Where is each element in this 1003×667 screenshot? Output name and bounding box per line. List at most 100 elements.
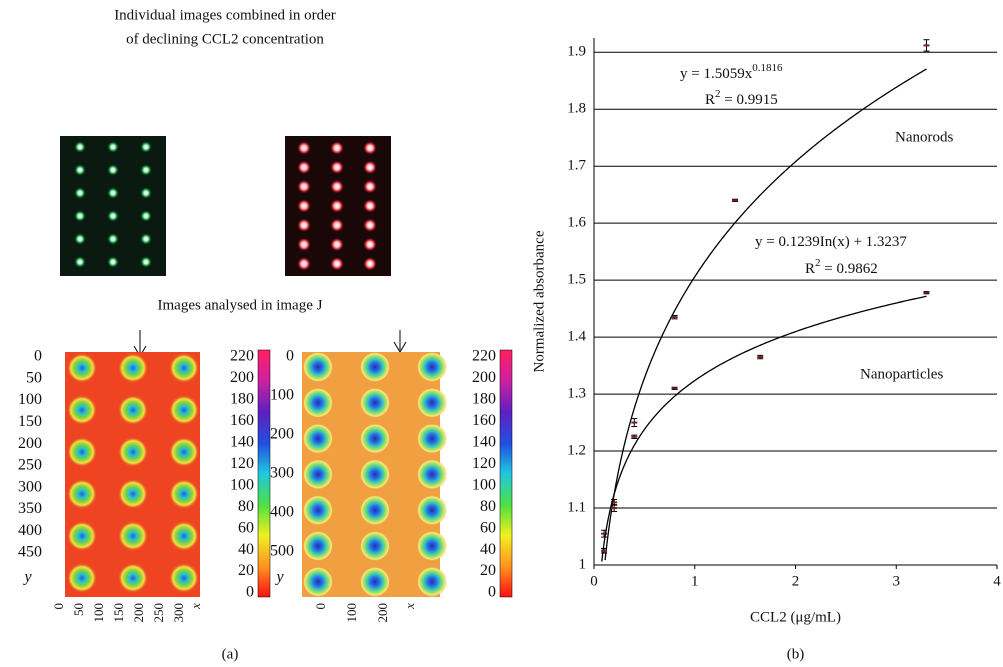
spot	[360, 352, 390, 382]
spot	[297, 256, 311, 271]
x-tick-label: 150	[111, 603, 126, 623]
r-squared-exponent: 2	[715, 88, 721, 100]
colorbar-tick-label: 40	[480, 541, 496, 558]
x-tick-label: 3	[893, 573, 901, 589]
spot	[330, 237, 344, 252]
spot	[303, 423, 333, 454]
spot	[330, 218, 344, 233]
x-tick-label: 100	[344, 603, 359, 623]
x-tick-label: 100	[91, 603, 106, 623]
x-tick-label: 1	[691, 573, 699, 589]
colorbar-tick-label: 0	[488, 584, 496, 601]
caption: of declining CCL2 concentration	[126, 31, 324, 47]
colorbar-tick-label: 200	[472, 369, 496, 386]
spot	[330, 141, 344, 155]
spot	[330, 256, 344, 271]
spot	[67, 437, 97, 467]
y-tick-label: 250	[18, 457, 42, 474]
spot	[169, 563, 199, 593]
spot	[107, 256, 119, 268]
r-squared-symbol: R	[805, 261, 815, 277]
x-tick-label: 0	[590, 573, 598, 589]
spot	[417, 495, 447, 526]
spot	[169, 437, 199, 467]
colorbar-tick-label: 20	[238, 562, 254, 579]
caption: Images analysed in image J	[158, 297, 323, 313]
spot	[417, 352, 447, 382]
colorbar-tick-label: 140	[472, 433, 496, 450]
colorbar-tick-label: 60	[238, 519, 254, 536]
spot	[67, 395, 97, 425]
colorbar-tick-label: 100	[472, 476, 496, 493]
spot	[297, 218, 311, 233]
x-tick-label: 50	[71, 603, 86, 616]
spot	[363, 198, 377, 213]
fit-curve	[604, 68, 927, 561]
spot	[417, 566, 447, 597]
spot	[417, 387, 447, 418]
spot	[303, 495, 333, 526]
spot	[297, 198, 311, 213]
y-axis-label: Normalized absorbance	[531, 230, 547, 372]
spot	[360, 531, 390, 561]
colorbar-tick-label: 220	[230, 348, 254, 365]
y-tick-label: 200	[270, 426, 294, 443]
y-tick-label: 1.8	[567, 101, 586, 117]
colorbar-tick-label: 140	[230, 433, 254, 450]
y-tick-label: 50	[26, 369, 42, 386]
colorbar-tick-label: 160	[472, 412, 496, 429]
equation: y = 0.1239In(x) + 1.3237	[755, 234, 907, 250]
spot	[297, 160, 311, 175]
spot	[118, 563, 148, 593]
y-tick-label: 100	[270, 387, 294, 404]
spot	[417, 531, 447, 561]
x-axis-label: x	[402, 603, 417, 610]
y-tick-label: 1.5	[567, 272, 586, 288]
y-tick-label: 0	[286, 348, 294, 365]
x-tick-label: 200	[375, 603, 390, 623]
r-squared-text: = 0.9915	[721, 92, 778, 108]
equation: y = 1.5059x0.1816	[680, 62, 783, 83]
colorbar	[499, 349, 513, 598]
panel-label: (a)	[222, 646, 239, 662]
spot	[303, 352, 333, 382]
spot	[169, 521, 199, 551]
colorbar-tick-label: 180	[230, 391, 254, 408]
equation-text: y = 0.1239In(x) + 1.3237	[755, 234, 907, 250]
spot	[67, 521, 97, 551]
y-tick-label: 300	[18, 478, 42, 495]
r-squared: R2 = 0.9915	[705, 88, 778, 109]
y-tick-label: 350	[18, 500, 42, 517]
spot	[169, 479, 199, 509]
colorbar-tick-label: 180	[472, 391, 496, 408]
y-tick-label: 1.9	[567, 44, 586, 60]
y-tick-label: 1	[579, 556, 587, 572]
colorbar-tick-label: 0	[246, 584, 254, 601]
y-tick-label: 100	[18, 391, 42, 408]
spot	[417, 459, 447, 490]
spot	[360, 566, 390, 597]
colorbar-tick-label: 220	[472, 348, 496, 365]
spot	[67, 479, 97, 509]
y-tick-label: 500	[270, 543, 294, 560]
x-axis-label: CCL2 (μg/mL)	[750, 609, 841, 625]
spot	[74, 187, 86, 199]
series-label: Nanorods	[895, 129, 953, 145]
spot	[140, 187, 152, 199]
spot	[74, 210, 86, 222]
spot	[363, 237, 377, 252]
spot	[169, 353, 199, 383]
spot	[363, 256, 377, 271]
spot	[140, 256, 152, 268]
spot	[363, 141, 377, 155]
heatmap	[65, 352, 200, 597]
colorbar-tick-label: 40	[238, 541, 254, 558]
y-tick-label: 1.7	[567, 158, 586, 174]
x-tick-label: 250	[151, 603, 166, 623]
y-tick-label: 400	[270, 504, 294, 521]
spot	[74, 233, 86, 245]
colorbar-tick-label: 80	[480, 498, 496, 515]
y-axis-label: y	[274, 569, 284, 586]
